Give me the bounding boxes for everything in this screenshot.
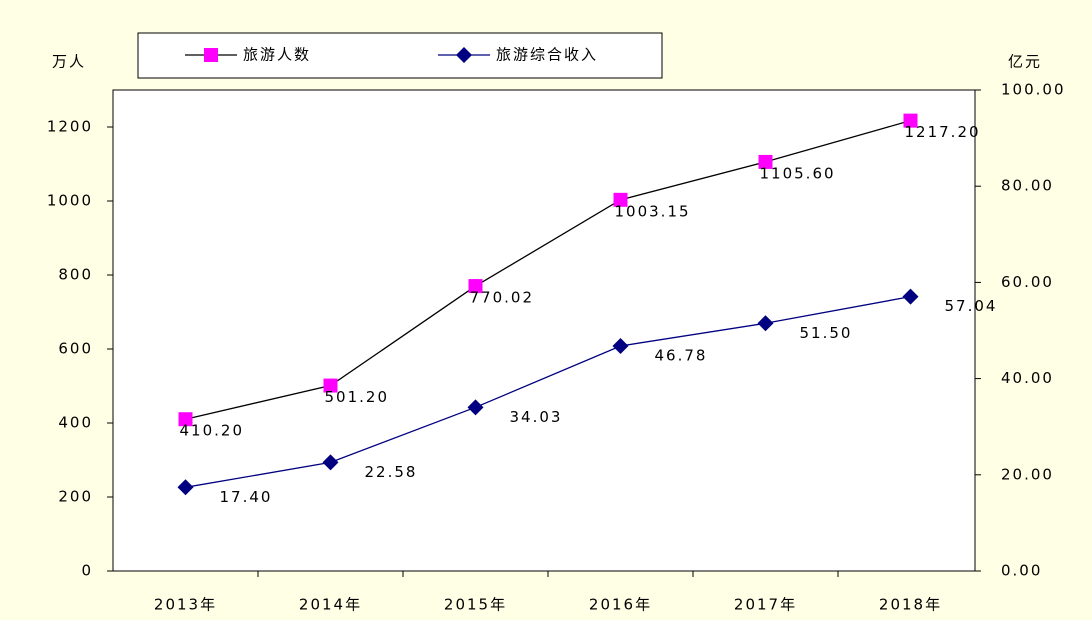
x-tick-label: 2018年 (879, 596, 942, 614)
data-label: 46.78 (655, 346, 708, 364)
data-label: 1105.60 (760, 164, 836, 182)
y-tick-label: 1000 (47, 192, 93, 210)
data-label: 34.03 (510, 408, 563, 426)
marker (456, 47, 472, 63)
legend-label: 旅游人数 (243, 46, 311, 64)
marker (467, 399, 484, 416)
y-tick-label: 800 (58, 266, 93, 284)
y2-tick-label: 0.00 (1001, 562, 1042, 580)
y-tick-label: 600 (58, 340, 93, 358)
data-label: 770.02 (470, 289, 535, 307)
data-label: 57.04 (945, 297, 998, 315)
y-tick-label: 0 (81, 562, 93, 580)
marker (322, 454, 339, 471)
y2-tick-label: 20.00 (1001, 465, 1054, 483)
y-tick-label: 1200 (47, 118, 93, 136)
marker (612, 337, 629, 354)
data-label: 17.40 (220, 488, 273, 506)
y-tick-label: 400 (58, 414, 93, 432)
x-tick-label: 2016年 (589, 596, 652, 614)
data-label: 501.20 (325, 388, 390, 406)
marker (323, 378, 338, 393)
y2-tick-label: 80.00 (1001, 177, 1054, 195)
data-label: 22.58 (365, 463, 418, 481)
marker (613, 192, 628, 207)
series-line (185, 120, 911, 420)
x-tick-label: 2014年 (299, 596, 362, 614)
marker (204, 48, 218, 62)
legend-label: 旅游综合收入 (496, 46, 598, 64)
data-label: 410.20 (180, 422, 245, 440)
x-tick-label: 2015年 (444, 596, 507, 614)
y2-tick-label: 60.00 (1001, 273, 1054, 291)
marker (903, 113, 918, 128)
marker (758, 154, 773, 169)
plot-area (112, 89, 976, 572)
y2-tick-label: 40.00 (1001, 369, 1054, 387)
y2-axis-label: 亿元 (1008, 53, 1042, 71)
x-tick-label: 2017年 (734, 596, 797, 614)
marker (178, 412, 193, 427)
y-axis-label: 万人 (52, 53, 86, 71)
x-tick-label: 2013年 (154, 596, 217, 614)
y2-tick-label: 100.00 (1001, 81, 1066, 99)
data-label: 1003.15 (615, 202, 691, 220)
series-line (185, 295, 911, 488)
marker (757, 315, 774, 332)
data-label: 1217.20 (905, 123, 981, 141)
marker (177, 479, 194, 496)
y-tick-label: 200 (58, 488, 93, 506)
data-label: 51.50 (800, 324, 853, 342)
marker (468, 279, 483, 294)
marker (902, 288, 919, 305)
